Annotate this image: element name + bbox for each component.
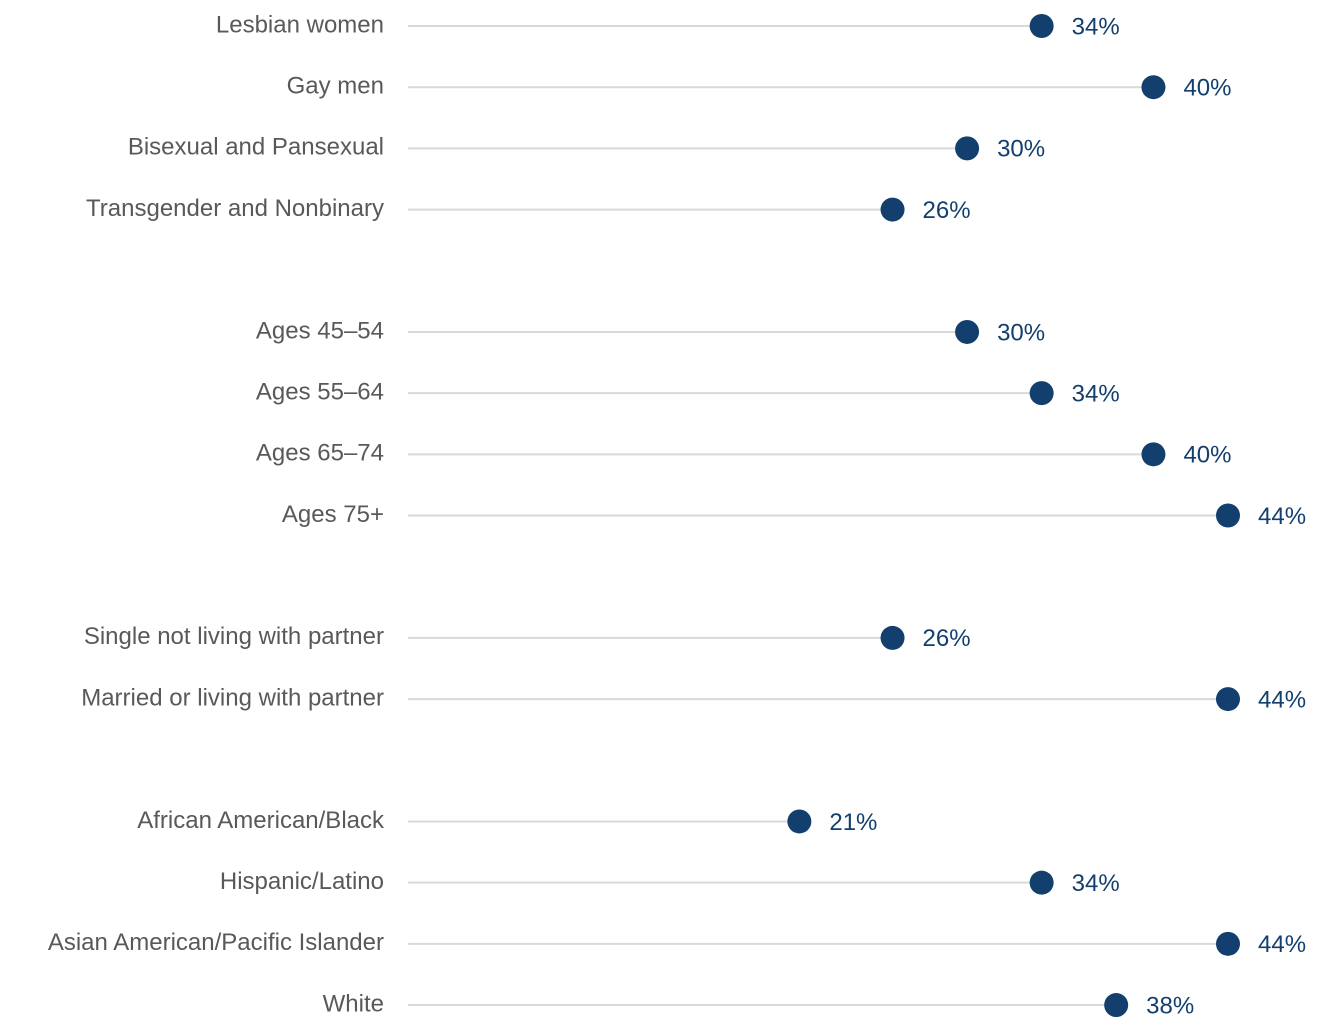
category-label: Ages 45–54 (256, 317, 384, 344)
value-label: 26% (923, 625, 971, 652)
value-label: 40% (1183, 442, 1231, 469)
dot (880, 197, 905, 222)
dot (1216, 503, 1240, 528)
dot (1216, 687, 1240, 712)
category-label: Lesbian women (216, 11, 384, 38)
category-label: African American/Black (137, 807, 385, 834)
dot (1141, 75, 1166, 100)
category-label: Ages 55–64 (256, 378, 384, 405)
category-label: Bisexual and Pansexual (128, 134, 384, 161)
category-label: White (323, 990, 384, 1017)
value-label: 26% (923, 197, 971, 224)
category-label: Gay men (287, 73, 384, 100)
category-label: Married or living with partner (81, 684, 384, 711)
dot (1141, 442, 1166, 467)
category-label: Transgender and Nonbinary (86, 195, 384, 222)
dot (1029, 870, 1054, 895)
value-label: 44% (1258, 686, 1306, 713)
dot (1104, 993, 1129, 1017)
value-label: 30% (997, 319, 1045, 346)
category-label: Ages 65–74 (256, 440, 384, 467)
value-label: 34% (1072, 380, 1120, 407)
category-label: Asian American/Pacific Islander (48, 929, 384, 956)
value-label: 38% (1146, 992, 1194, 1017)
dot (1029, 381, 1054, 406)
dot (955, 136, 980, 161)
category-label: Single not living with partner (84, 623, 384, 650)
value-label: 21% (829, 809, 877, 836)
value-label: 44% (1258, 503, 1306, 530)
value-label: 30% (997, 136, 1045, 163)
category-label: Ages 75+ (282, 501, 384, 528)
dot (1216, 931, 1240, 956)
dot (787, 809, 812, 834)
category-label: Hispanic/Latino (220, 868, 384, 895)
value-label: 34% (1072, 870, 1120, 897)
dot (1029, 14, 1054, 38)
value-label: 40% (1183, 75, 1231, 102)
value-label: 34% (1072, 13, 1120, 40)
value-label: 44% (1258, 931, 1306, 958)
dot (955, 319, 980, 344)
dot (880, 625, 905, 650)
